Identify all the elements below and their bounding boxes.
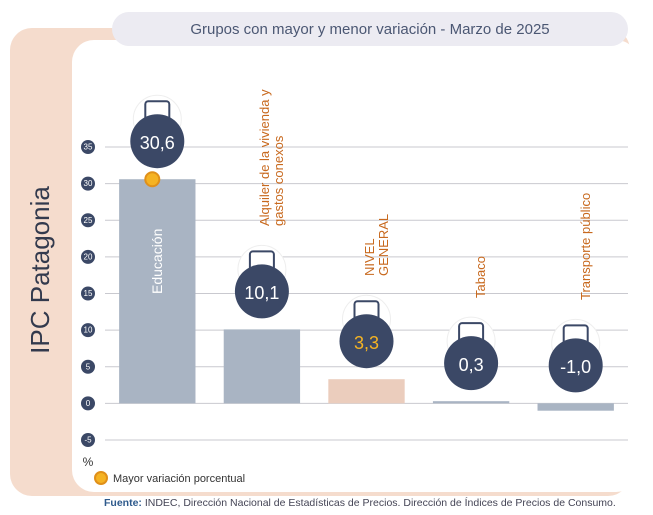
y-tick-label: 25: [84, 216, 93, 225]
y-tick-dot: [81, 433, 95, 447]
y-tick-dot: [81, 213, 95, 228]
category-label: Educación: [149, 228, 166, 295]
value-badge: [444, 336, 499, 391]
y-tick-dot: [81, 396, 95, 411]
category-label: NIVEL GENERAL: [361, 214, 391, 277]
y-tick-label: 0: [86, 399, 91, 408]
source: Fuente: INDEC, Dirección Nacional de Est…: [104, 496, 616, 509]
y-tick-dot: [81, 359, 95, 374]
value-badge: [339, 314, 394, 369]
value-label: -1,0: [560, 357, 591, 377]
source-text: INDEC, Dirección Nacional de Estadística…: [145, 496, 616, 509]
y-tick-dot: [81, 249, 95, 264]
legend-marker: [94, 471, 108, 485]
source-label: Fuente:: [104, 497, 142, 509]
y-tick-label: 20: [84, 252, 93, 261]
chart-title: Grupos con mayor y menor variación - Mar…: [190, 21, 549, 38]
value-label: 10,1: [244, 283, 279, 303]
value-label: 3,3: [354, 333, 379, 353]
y-axis-label: %: [83, 455, 94, 469]
y-tick-label: -5: [84, 436, 92, 445]
y-tick-dot: [81, 286, 95, 301]
value-label: 30,6: [140, 133, 175, 153]
y-tick-dot: [81, 140, 95, 154]
max-marker: [144, 171, 161, 188]
y-tick-dot: [81, 176, 95, 191]
bar: [432, 401, 510, 404]
y-tick-label: 15: [84, 289, 93, 298]
category-label: Transporte público: [577, 193, 593, 301]
y-tick-dot: [81, 323, 95, 338]
y-tick-label: 5: [86, 362, 91, 371]
value-label: 0,3: [459, 355, 484, 375]
y-tick-label: 10: [84, 326, 93, 335]
category-label: Tabaco: [473, 256, 489, 299]
value-badge: [130, 114, 185, 169]
bar: [537, 403, 614, 411]
side-title: IPC Patagonia: [25, 186, 55, 354]
bar: [328, 379, 405, 404]
category-label: Alquiler de la vivienda y gastos conexos: [256, 89, 286, 227]
y-tick-label: 30: [84, 179, 93, 188]
bar: [223, 329, 301, 404]
value-badge: [234, 264, 289, 319]
card: [72, 40, 638, 492]
title-pill: [112, 12, 628, 46]
y-tick-label: 35: [84, 143, 93, 152]
legend-label: Mayor variación porcentual: [113, 473, 245, 485]
bar: [119, 179, 196, 404]
value-badge: [548, 338, 603, 393]
